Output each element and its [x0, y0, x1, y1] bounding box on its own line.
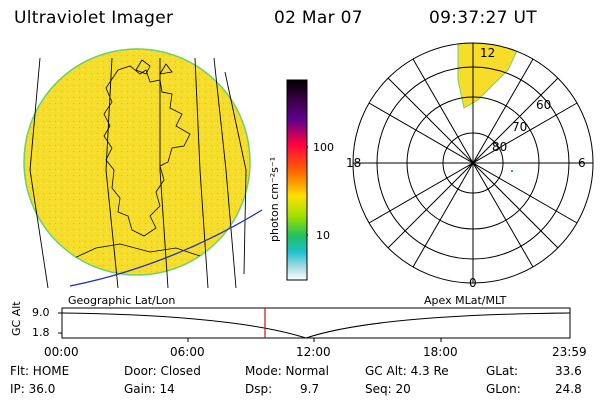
altitude-plot: [58, 307, 571, 342]
lat-label-60: 60: [536, 98, 552, 112]
ip-value: IP: 36.0: [10, 382, 56, 396]
altitude-ylabel: GC Alt: [10, 301, 23, 336]
lat-label-80: 80: [492, 140, 508, 154]
status-info-panel: Flt: HOME IP: 36.0 Door: Closed Gain: 14…: [0, 364, 600, 400]
altitude-ytick-9: 9.0: [32, 306, 50, 319]
glon-value: 24.8: [555, 382, 582, 396]
altitude-curve: [61, 312, 571, 339]
seq-value: Seq: 20: [365, 382, 411, 396]
earth-disc: [23, 48, 251, 276]
door-status: Door: Closed: [124, 364, 201, 378]
lat-label-70: 70: [512, 120, 528, 134]
altitude-plot-frame: [61, 307, 571, 339]
mlt-label-0: 0: [469, 276, 477, 290]
aurora-region: [457, 43, 523, 109]
mlt-label-6: 6: [578, 156, 586, 170]
gain-value: Gain: 14: [124, 382, 175, 396]
gc-alt-value: GC Alt: 4.3 Re: [365, 364, 449, 378]
glat-value: 33.6: [555, 364, 582, 378]
dsp-value: 9.7: [300, 382, 320, 396]
mlt-label-18: 18: [346, 156, 362, 170]
mode-status: Mode: Normal: [245, 364, 329, 378]
app-title: Ultraviolet Imager: [14, 8, 174, 28]
mlt-label-12: 12: [480, 46, 496, 60]
altitude-ytick-1-8: 1.8: [32, 326, 50, 339]
terminator-line: [69, 209, 263, 287]
altitude-xtick-0000: 00:00: [44, 345, 79, 359]
dsp-label: Dsp:: [245, 382, 273, 396]
date-label: 02 Mar 07: [274, 8, 363, 28]
glon-label: GLon:: [486, 382, 521, 396]
colorbar-tick-10: 10: [316, 229, 330, 242]
altitude-xtick-2359: 23:59: [552, 345, 587, 359]
altitude-xtick-0600: 06:00: [170, 345, 205, 359]
colorbar-unit-label: photon cm⁻²s⁻¹: [268, 156, 281, 242]
altitude-xtick-1200: 12:00: [296, 345, 331, 359]
longitude-lines: [29, 57, 247, 289]
colorbar-tick-100: 100: [313, 141, 334, 154]
altitude-xtick-1800: 18:00: [423, 345, 458, 359]
polar-plot-label: Apex MLat/MLT: [424, 294, 507, 307]
polar-plot: [352, 42, 594, 284]
geo-map: [23, 48, 263, 289]
flight-status: Flt: HOME: [10, 364, 70, 378]
geo-map-label: Geographic Lat/Lon: [68, 294, 176, 307]
time-label: 09:37:27 UT: [429, 8, 537, 28]
glat-label: GLat:: [486, 364, 519, 378]
colorbar: [286, 79, 308, 281]
